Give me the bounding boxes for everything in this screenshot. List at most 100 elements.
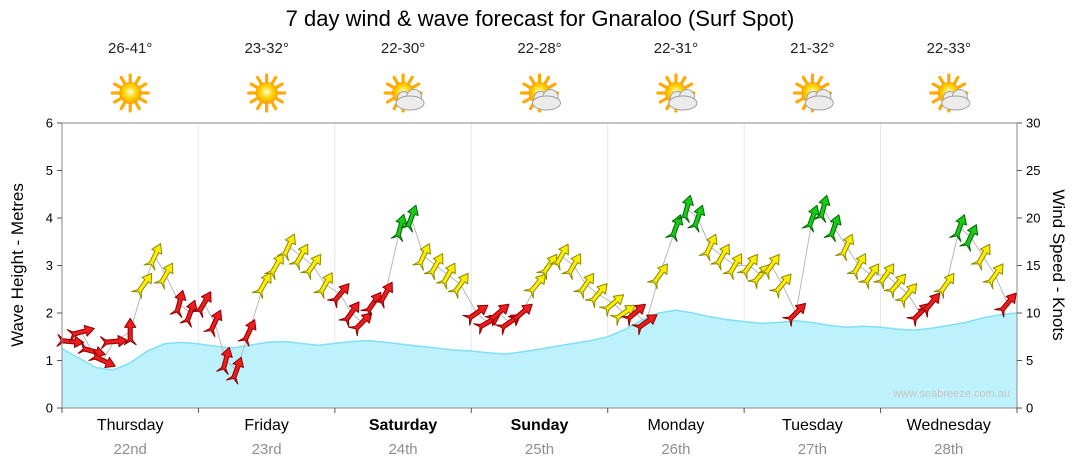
right-axis-tick-label: 0 (1026, 401, 1033, 416)
right-axis-tick-label: 20 (1026, 211, 1040, 226)
wind-arrow-red (782, 302, 807, 327)
partly-cloudy-icon (656, 73, 698, 113)
partly-cloudy-icon (383, 73, 425, 113)
wind-arrow-green (801, 204, 820, 233)
wind-arrow-yellow (423, 253, 444, 281)
wind-arrow-yellow (313, 272, 333, 300)
left-axis-tick-label: 1 (46, 353, 53, 368)
wind-arrow-yellow (873, 263, 895, 290)
wind-arrow-red (88, 349, 116, 368)
wave-height-area (62, 310, 1017, 408)
day-date-label: 23rd (251, 441, 282, 458)
wind-arrow-yellow (710, 243, 730, 271)
wind-arrow-red (994, 292, 1017, 318)
wind-arrow-yellow (722, 253, 743, 281)
day-name-label: Tuesday (781, 417, 843, 434)
temperature-label: 23-32° (244, 40, 289, 57)
wind-arrow-yellow (523, 273, 547, 299)
wave-height-line (61, 309, 1018, 371)
wind-arrow-yellow (646, 263, 668, 290)
left-axis-tick-label: 4 (46, 211, 53, 226)
wind-arrow-yellow (584, 283, 608, 309)
left-axis-tick-label: 2 (46, 306, 53, 321)
left-axis-tick-label: 6 (46, 116, 53, 131)
wind-arrow-yellow (736, 253, 758, 280)
wind-arrow-green (959, 224, 979, 252)
wind-arrow-red (66, 324, 95, 342)
partly-cloudy-icon (519, 73, 561, 113)
right-axis-title: Wind Speed - Knots (1049, 189, 1068, 341)
left-axis-title: Wave Height - Metres (8, 183, 27, 347)
right-axis-tick-label: 30 (1026, 116, 1040, 131)
wind-arrow-yellow (609, 304, 636, 326)
wind-arrow-red (179, 299, 198, 328)
wind-arrow-red (216, 346, 233, 375)
wind-arrow-yellow (131, 272, 153, 299)
wind-arrow-red (373, 281, 393, 309)
wind-arrow-yellow (933, 272, 955, 299)
day-date-label: 27th (797, 441, 827, 458)
wind-arrow-yellow (561, 253, 582, 281)
wind-arrow-red (100, 335, 128, 350)
day-date-label: 24th (388, 441, 418, 458)
wind-arrow-yellow (264, 253, 284, 281)
day-name-label: Thursday (96, 417, 164, 434)
wind-arrow-yellow (894, 283, 918, 309)
wind-arrow-green (390, 213, 408, 242)
temperature-label: 26-41° (108, 40, 153, 57)
wind-arrow-yellow (970, 243, 991, 271)
wind-arrow-red (631, 314, 658, 336)
wind-arrow-yellow (549, 243, 569, 271)
partly-cloudy-icon (792, 73, 834, 113)
wind-arrow-yellow (143, 243, 163, 271)
watermark: www.seabreeze.com.au (893, 388, 1010, 400)
right-axis-tick-label: 5 (1026, 353, 1033, 368)
wind-arrow-green (400, 204, 419, 233)
wind-arrow-yellow (251, 272, 272, 300)
wind-arrow-green (823, 214, 842, 243)
wind-arrow-yellow (883, 273, 907, 299)
temperature-label: 22-30° (380, 40, 426, 57)
day-name-label: Sunday (510, 417, 569, 434)
day-name-label: Saturday (368, 417, 438, 434)
wind-arrow-green (665, 214, 684, 243)
wind-arrow-red (462, 304, 489, 326)
left-axis-tick-label: 5 (46, 163, 53, 178)
wind-arrow-green (677, 194, 694, 223)
wind-arrow-yellow (698, 233, 718, 262)
day-name-label: Monday (647, 417, 705, 434)
page-title: 7 day wind & wave forecast for Gnaraloo … (285, 6, 795, 31)
day-date-label: 22nd (113, 441, 147, 458)
wind-arrow-red (327, 283, 350, 309)
right-axis-tick-label: 15 (1026, 258, 1040, 273)
temperature-label: 21-32° (790, 40, 835, 57)
right-axis-tick-label: 10 (1026, 306, 1040, 321)
wind-arrow-red (237, 319, 257, 347)
wind-arrow-red (620, 303, 646, 327)
wind-arrow-yellow (153, 262, 174, 290)
day-name-label: Wednesday (906, 417, 991, 434)
wind-arrow-yellow (277, 233, 296, 262)
wind-arrow-yellow (846, 253, 867, 281)
wind-arrow-yellow (982, 263, 1004, 290)
wind-arrow-green (687, 204, 706, 233)
temperature-label: 22-28° (517, 40, 562, 57)
wind-arrow-green (949, 214, 968, 243)
wind-arrow-yellow (436, 262, 456, 290)
wind-arrow-yellow (300, 253, 322, 280)
wind-arrow-red (123, 317, 137, 346)
left-axis-tick-label: 0 (46, 401, 53, 416)
wind-arrow-red (226, 356, 244, 385)
left-axis-tick-label: 3 (46, 258, 53, 273)
right-axis-tick-label: 25 (1026, 163, 1040, 178)
wind-arrow-yellow (835, 233, 854, 262)
wind-arrow-yellow (288, 243, 309, 271)
wind-arrow-red (338, 301, 360, 328)
wind-arrow-red (169, 289, 187, 318)
day-date-label: 28th (934, 441, 964, 458)
partly-cloudy-icon (929, 73, 971, 113)
wind-arrow-green (813, 194, 831, 223)
wind-arrow-red (484, 303, 510, 327)
day-name-label: Friday (244, 417, 289, 434)
